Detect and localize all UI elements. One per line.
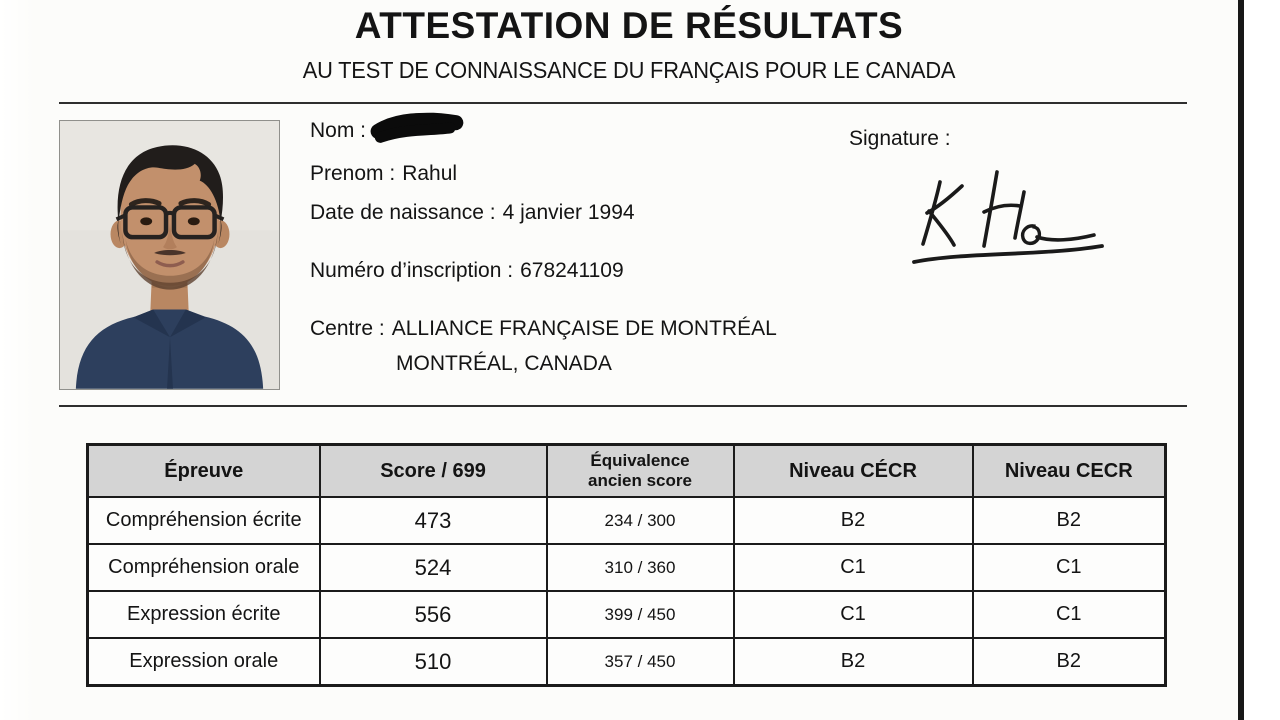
cell-niveau-cecr2: B2 [971,496,1167,545]
cell-niveau-cecr1: B2 [732,637,974,687]
field-centre: Centre : ALLIANCE FRANÇAISE DE MONTRÉAL [310,317,777,341]
cell-score: 556 [318,590,548,639]
cell-score: 510 [318,637,548,687]
signature-label: Signature : [849,127,951,150]
cell-equivalence: 399 / 450 [545,590,735,639]
cell-epreuve: Expression écrite [86,590,321,639]
table-row: Compréhension orale 524 310 / 360 C1 C1 [86,543,1167,592]
field-naissance: Date de naissance : 4 janvier 1994 [310,201,635,225]
cell-equivalence: 310 / 360 [545,543,735,592]
cell-niveau-cecr2: C1 [971,590,1167,639]
cell-niveau-cecr1: B2 [732,496,974,545]
page-subtitle: AU TEST DE CONNAISSANCE DU FRANÇAIS POUR… [302,57,956,83]
field-naissance-value: 4 janvier 1994 [502,201,635,224]
field-prenom: Prenom : Rahul [310,162,457,186]
field-inscription-value: 678241109 [520,259,624,282]
divider-bottom [59,405,1187,407]
field-prenom-label: Prenom : [310,162,396,185]
scan-edge-margin [1244,0,1280,720]
field-centre-value: ALLIANCE FRANÇAISE DE MONTRÉAL [391,317,777,340]
field-inscription: Numéro d’inscription : 678241109 [310,259,624,283]
field-centre-line2: MONTRÉAL, CANADA [396,352,612,376]
col-header-niveau-cecr1: Niveau CÉCR [732,443,974,498]
portrait-illustration [60,121,279,389]
cell-epreuve: Compréhension orale [86,543,321,592]
cell-niveau-cecr1: C1 [732,543,974,592]
cell-score: 473 [318,496,548,545]
results-header-row: Épreuve Score / 699 Équivalence ancien s… [86,443,1167,498]
cell-equivalence: 234 / 300 [545,496,735,545]
cell-score: 524 [318,543,548,592]
col-header-equivalence-line2: ancien score [588,471,692,490]
table-row: Compréhension écrite 473 234 / 300 B2 B2 [86,496,1167,545]
table-row: Expression orale 510 357 / 450 B2 B2 [86,637,1167,687]
field-centre-label: Centre : [310,317,385,340]
cell-equivalence: 357 / 450 [545,637,735,687]
field-nom: Nom : [310,113,468,144]
col-header-equivalence: Équivalence ancien score [545,443,735,498]
page-title: ATTESTATION DE RÉSULTATS [354,5,904,46]
signature-handwriting [912,170,1104,264]
field-inscription-label: Numéro d’inscription : [310,259,514,282]
scan-left-fade [0,0,36,720]
scan-edge-bar [1238,0,1244,720]
field-nom-label: Nom : [310,119,367,142]
field-centre-value2: MONTRÉAL, CANADA [396,352,612,375]
results-table: Épreuve Score / 699 Équivalence ancien s… [86,443,1167,687]
col-header-score: Score / 699 [318,443,548,498]
cell-epreuve: Expression orale [86,637,321,687]
cell-niveau-cecr1: C1 [732,590,974,639]
field-naissance-label: Date de naissance : [310,201,496,224]
table-row: Expression écrite 556 399 / 450 C1 C1 [86,590,1167,639]
col-header-equivalence-line1: Équivalence [590,450,690,470]
field-prenom-value: Rahul [402,162,458,185]
col-header-epreuve: Épreuve [86,443,321,498]
candidate-photo [59,120,280,390]
col-header-niveau-cecr2: Niveau CECR [971,443,1167,498]
cell-niveau-cecr2: B2 [971,637,1167,687]
cell-niveau-cecr2: C1 [971,543,1167,592]
divider-top [59,102,1187,104]
cell-epreuve: Compréhension écrite [86,496,321,545]
redaction-scribble [370,113,464,144]
